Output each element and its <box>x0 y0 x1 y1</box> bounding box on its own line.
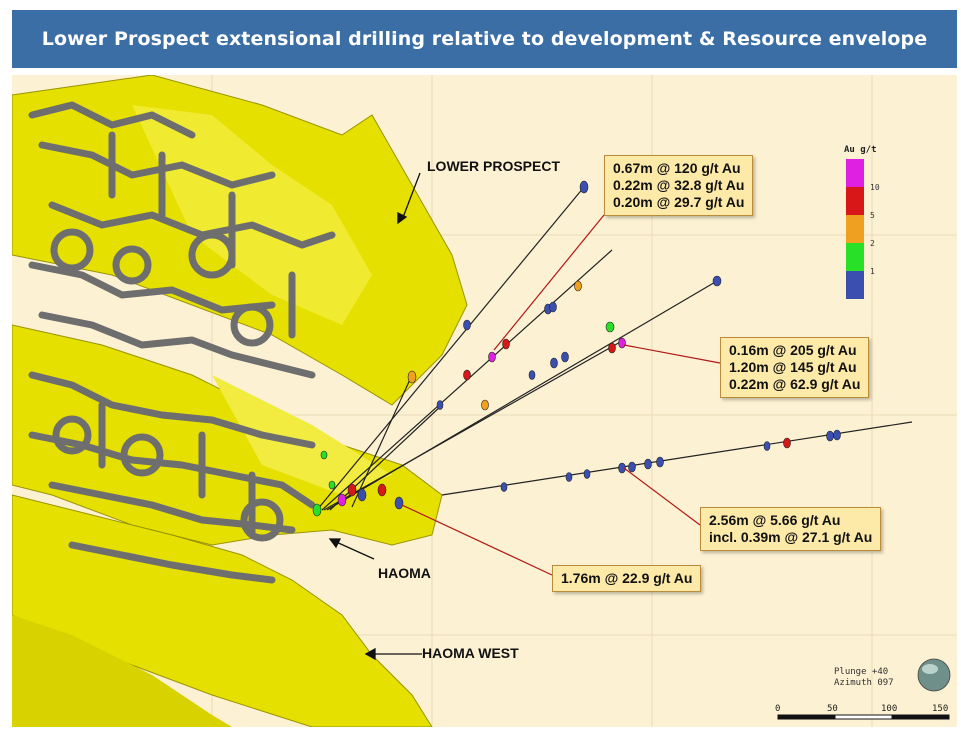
scale-bar <box>777 714 950 720</box>
legend-value: 1 <box>870 267 875 276</box>
au-grade-legend: Au g/t 10 5 2 1 <box>840 145 900 305</box>
plunge-text: Plunge +40 <box>834 667 889 677</box>
legend-swatch-magenta <box>846 159 864 187</box>
callout-line: 0.16m @ 205 g/t Au <box>729 342 857 358</box>
scale-tick-label: 50 <box>827 704 838 714</box>
label-arrows <box>328 172 422 661</box>
legend-value: 10 <box>870 183 880 192</box>
orebody-lower-prospect <box>12 75 468 406</box>
scale-tick-label: 0 <box>775 704 781 714</box>
development-drives <box>28 101 336 584</box>
orebody-haoma <box>12 324 443 546</box>
orientation-sphere <box>917 658 951 692</box>
page-title: Lower Prospect extensional drilling rela… <box>12 10 957 68</box>
drill-scene <box>12 75 957 727</box>
legend-value: 2 <box>870 239 875 248</box>
label-haoma-west: HAOMA WEST <box>422 645 519 661</box>
label-haoma: HAOMA <box>378 565 431 581</box>
callout-line: 2.56m @ 5.66 g/t Au <box>709 512 841 528</box>
legend-title: Au g/t <box>844 145 877 155</box>
3d-view[interactable]: LOWER PROSPECT HAOMA HAOMA WEST 0.67m @ … <box>12 75 957 727</box>
callout-line: 1.20m @ 145 g/t Au <box>729 359 857 375</box>
callout-leaders <box>401 214 721 576</box>
callout-long-hole: 2.56m @ 5.66 g/t Au incl. 0.39m @ 27.1 g… <box>700 507 882 551</box>
legend-swatch-orange <box>846 215 864 243</box>
scale-tick-label: 100 <box>881 704 898 714</box>
legend-swatch-blue <box>846 271 864 299</box>
legend-value: 5 <box>870 211 875 220</box>
azimuth-text: Azimuth 097 <box>834 678 894 688</box>
view-orientation: Plunge +40 Azimuth 097 <box>834 667 894 689</box>
label-lower-prospect: LOWER PROSPECT <box>427 158 561 174</box>
callout-lower-prospect: 0.67m @ 120 g/t Au 0.22m @ 32.8 g/t Au 0… <box>604 155 754 216</box>
scale-tick-label: 150 <box>932 704 949 714</box>
callout-haoma-intercept: 1.76m @ 22.9 g/t Au <box>552 565 702 592</box>
legend-swatch-green <box>846 243 864 271</box>
callout-line: 1.76m @ 22.9 g/t Au <box>561 570 693 586</box>
callout-line: incl. 0.39m @ 27.1 g/t Au <box>709 529 873 545</box>
callout-line: 0.20m @ 29.7 g/t Au <box>613 194 745 210</box>
callout-line: 0.67m @ 120 g/t Au <box>613 160 741 176</box>
assay-intervals <box>312 180 841 517</box>
callout-line: 0.22m @ 62.9 g/t Au <box>729 376 861 392</box>
callout-upper-high-grade: 0.16m @ 205 g/t Au 1.20m @ 145 g/t Au 0.… <box>720 337 870 398</box>
callout-line: 0.22m @ 32.8 g/t Au <box>613 177 745 193</box>
legend-swatch-red <box>846 187 864 215</box>
